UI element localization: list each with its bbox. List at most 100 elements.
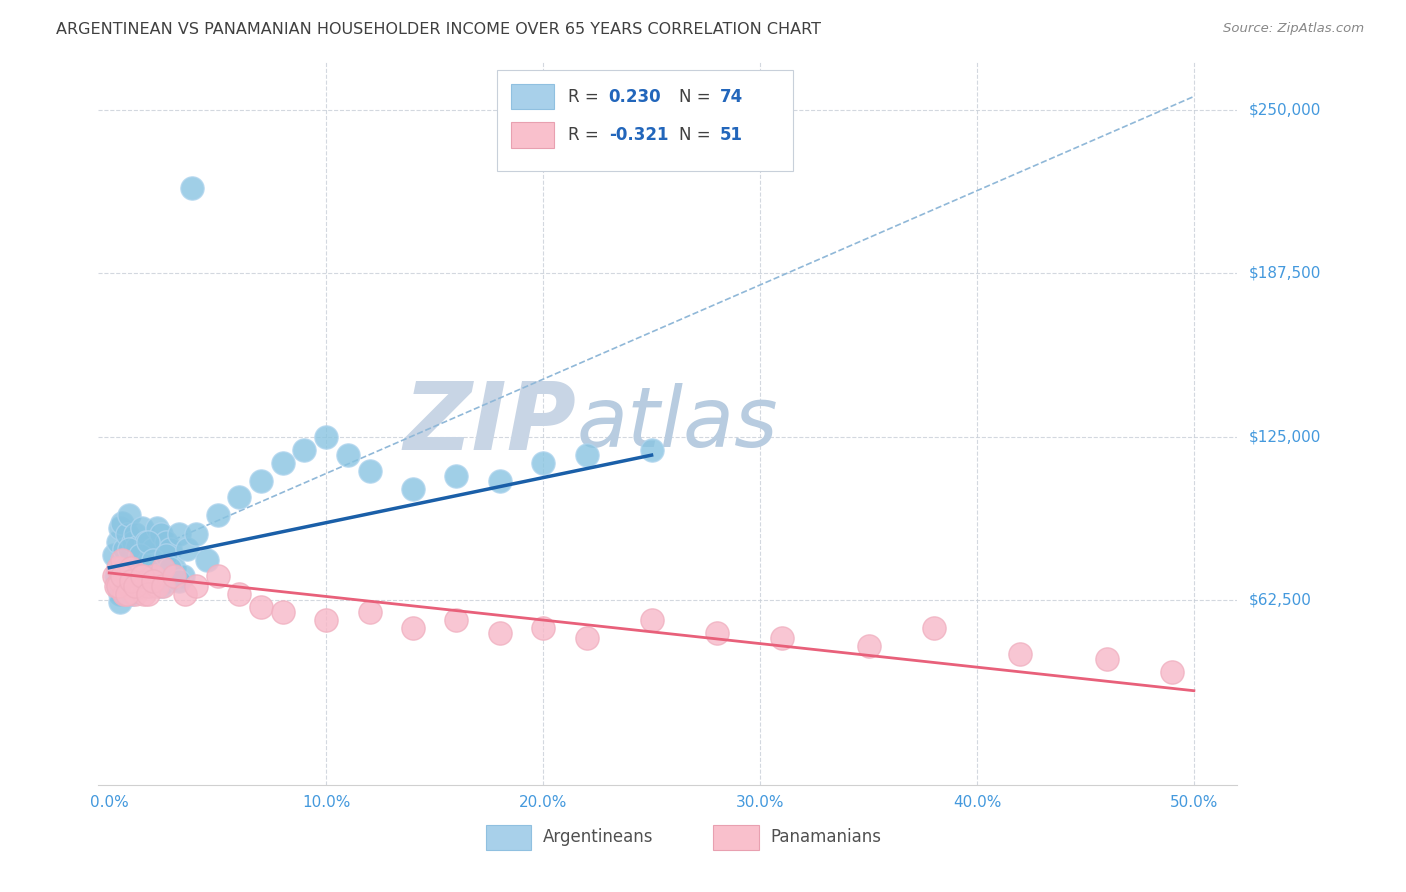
Point [108, 587, 131, 601]
Point [1095, 652, 1118, 666]
Point [131, 521, 153, 535]
Point [142, 542, 165, 557]
Point [207, 568, 229, 582]
Point [127, 579, 149, 593]
Point [207, 508, 229, 523]
Point [111, 553, 134, 567]
Point [103, 568, 125, 582]
Point [128, 548, 150, 562]
Point [118, 542, 141, 557]
Text: 0.230: 0.230 [609, 88, 661, 106]
Point [118, 579, 141, 593]
Point [104, 568, 127, 582]
Point [488, 626, 510, 640]
Point [336, 448, 359, 462]
Point [127, 568, 149, 582]
Point [122, 534, 145, 549]
Point [359, 464, 381, 478]
Point [120, 548, 142, 562]
Point [107, 579, 129, 593]
Point [135, 534, 157, 549]
FancyBboxPatch shape [485, 825, 531, 850]
Point [107, 579, 129, 593]
Point [174, 587, 197, 601]
Point [770, 632, 793, 646]
Point [575, 632, 598, 646]
Point [640, 442, 662, 457]
Point [103, 548, 125, 562]
Point [1161, 665, 1184, 680]
Point [152, 553, 174, 567]
Point [139, 579, 162, 593]
Point [294, 442, 316, 457]
Text: 51: 51 [720, 127, 744, 145]
Point [858, 639, 880, 653]
Point [315, 613, 337, 627]
Point [115, 574, 138, 588]
Point [115, 526, 138, 541]
FancyBboxPatch shape [498, 70, 793, 171]
Point [115, 574, 138, 588]
Point [107, 534, 129, 549]
Point [127, 540, 149, 554]
Point [111, 568, 134, 582]
Point [446, 469, 468, 483]
Point [132, 568, 155, 582]
Point [575, 448, 598, 462]
Point [531, 456, 554, 470]
Point [136, 587, 159, 601]
Point [115, 568, 138, 582]
Point [114, 560, 136, 574]
Point [128, 579, 150, 593]
Point [142, 574, 165, 588]
Point [132, 579, 155, 593]
Point [271, 605, 294, 619]
Point [111, 579, 134, 593]
Point [118, 508, 141, 523]
Point [128, 558, 150, 572]
Point [315, 430, 337, 444]
Text: -0.321: -0.321 [609, 127, 668, 145]
Text: $187,500: $187,500 [1249, 266, 1320, 281]
Point [132, 587, 155, 601]
Point [167, 574, 190, 588]
Point [176, 542, 198, 557]
Point [146, 521, 169, 535]
Text: ZIP: ZIP [404, 377, 576, 470]
Point [131, 568, 153, 582]
Point [167, 526, 190, 541]
Point [142, 568, 165, 582]
Point [122, 568, 145, 582]
Point [155, 548, 177, 562]
Point [124, 579, 146, 593]
Point [152, 560, 174, 574]
Text: Source: ZipAtlas.com: Source: ZipAtlas.com [1223, 22, 1364, 36]
Point [108, 595, 131, 609]
Point [124, 568, 146, 582]
Point [402, 621, 425, 635]
Point [163, 568, 186, 582]
Point [159, 560, 181, 574]
Point [172, 568, 194, 582]
Point [159, 542, 181, 557]
Point [228, 490, 250, 504]
Point [488, 475, 510, 489]
Point [150, 579, 173, 593]
Point [150, 526, 173, 541]
FancyBboxPatch shape [510, 122, 554, 148]
Text: ARGENTINEAN VS PANAMANIAN HOUSEHOLDER INCOME OVER 65 YEARS CORRELATION CHART: ARGENTINEAN VS PANAMANIAN HOUSEHOLDER IN… [56, 22, 821, 37]
Point [706, 626, 728, 640]
Point [402, 482, 425, 496]
Point [120, 574, 142, 588]
Point [107, 560, 129, 574]
Point [114, 542, 136, 557]
Point [250, 475, 273, 489]
Point [120, 560, 142, 574]
Point [124, 587, 146, 601]
Point [131, 568, 153, 582]
Text: R =: R = [568, 127, 603, 145]
Point [136, 553, 159, 567]
Point [135, 574, 157, 588]
Point [146, 568, 169, 582]
Point [1010, 647, 1032, 661]
